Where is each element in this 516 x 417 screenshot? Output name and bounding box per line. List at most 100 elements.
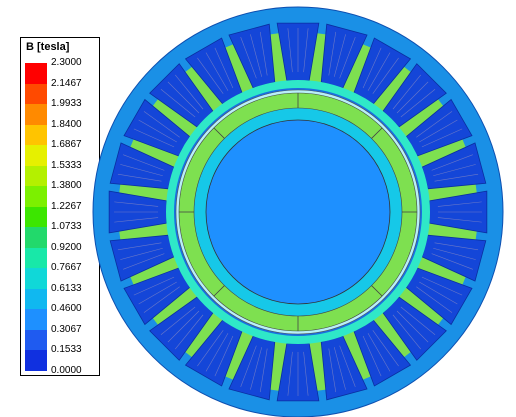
winding-line — [259, 31, 268, 76]
winding-line — [160, 306, 196, 335]
winding-line — [167, 81, 200, 114]
legend-swatch — [25, 227, 47, 248]
stator-tooth — [180, 63, 231, 120]
winding-line — [419, 119, 458, 143]
winding-line — [396, 81, 429, 114]
winding-line — [250, 34, 263, 77]
winding-line — [434, 173, 479, 182]
legend-tick-label: 1.5333 — [51, 159, 82, 171]
winding-line — [396, 310, 429, 343]
legend-tick-label: 1.8400 — [51, 118, 82, 130]
stator-tooth — [365, 63, 416, 120]
legend-swatch — [25, 247, 47, 268]
stator-tooth — [409, 250, 468, 290]
magnet-divider — [213, 285, 225, 297]
legend-swatch — [25, 165, 47, 186]
winding-line — [117, 242, 162, 251]
winding-line — [433, 247, 476, 260]
winding-line — [287, 351, 293, 396]
winding-line — [205, 52, 229, 91]
legend-tick-label: 1.6867 — [51, 139, 82, 150]
legend-swatch — [25, 350, 47, 371]
winding-line — [431, 154, 473, 171]
legend-tick-label: 0.9200 — [51, 241, 82, 253]
rotor-core — [205, 119, 391, 305]
winding-line — [120, 247, 163, 260]
winding-line — [333, 347, 346, 390]
field-legend: B [tesla] 2.3000 2.1467 1.9933 1.8400 1.6867… — [20, 37, 100, 376]
winding-line — [167, 310, 200, 343]
magnet-divider — [371, 285, 383, 297]
winding-line — [138, 281, 177, 305]
stator-tooth — [180, 304, 231, 361]
stator-tooth — [149, 279, 206, 330]
stator-tooth — [409, 134, 468, 174]
winding-line — [433, 164, 476, 177]
winding-line — [160, 89, 196, 118]
stator-tooth — [336, 42, 376, 101]
stator-tooth — [149, 94, 206, 145]
winding-line — [400, 89, 436, 118]
winding-line — [400, 306, 436, 335]
legend-swatch — [25, 329, 47, 350]
legend-tick-label: 1.9933 — [51, 98, 82, 109]
winding-line — [240, 345, 257, 387]
legend-swatch — [25, 63, 47, 84]
legend-swatch — [25, 206, 47, 227]
winding-line — [421, 276, 463, 296]
winding-line — [362, 47, 382, 89]
winding-line — [123, 253, 165, 270]
legend-swatch — [25, 124, 47, 145]
legend-swatch — [25, 186, 47, 207]
legend-tick-label: 0.3067 — [51, 323, 82, 335]
winding-line — [437, 217, 482, 223]
stator-tooth — [220, 42, 260, 101]
legend-tick-label: 0.0000 — [51, 364, 82, 376]
winding-line — [114, 201, 159, 207]
legend-swatch — [25, 83, 47, 104]
winding-line — [392, 314, 421, 350]
legend-tick-label: 1.3800 — [51, 180, 82, 191]
winding-line — [205, 333, 229, 372]
winding-line — [197, 330, 224, 367]
legend-tick-label: 0.7667 — [51, 262, 82, 273]
stator-tooth — [365, 304, 416, 361]
stator-tooth — [390, 94, 447, 145]
legend-tick-label: 1.2267 — [51, 200, 82, 212]
winding-line — [303, 351, 309, 396]
winding-line — [197, 57, 224, 94]
winding-line — [339, 37, 356, 79]
stator-tooth — [128, 250, 187, 290]
winding-line — [328, 348, 337, 393]
tooth-tip-ring — [166, 80, 430, 344]
winding-line — [421, 128, 463, 148]
winding-line — [339, 345, 356, 387]
stator-tooth — [220, 323, 260, 382]
legend-tick-label: 0.1533 — [51, 344, 82, 355]
winding-line — [214, 335, 234, 377]
winding-line — [240, 37, 257, 79]
magnet-divider — [213, 127, 225, 139]
legend-swatch — [25, 104, 47, 125]
legend-tick-label: 2.3000 — [51, 57, 82, 68]
winding-line — [416, 111, 453, 138]
winding-line — [287, 28, 293, 73]
legend-swatch — [25, 145, 47, 166]
legend-colorbar — [25, 63, 47, 371]
winding-line — [123, 154, 165, 171]
winding-line — [120, 164, 163, 177]
legend-swatch — [25, 309, 47, 330]
legend-swatch — [25, 288, 47, 309]
winding-line — [416, 286, 453, 313]
winding-line — [431, 253, 473, 270]
winding-line — [114, 217, 159, 223]
winding-line — [303, 28, 309, 73]
winding-line — [214, 47, 234, 89]
winding-line — [138, 119, 177, 143]
winding-line — [175, 314, 204, 350]
winding-line — [250, 347, 263, 390]
winding-line — [362, 335, 382, 377]
stator-tooth — [336, 323, 376, 382]
legend-tick-label: 0.6133 — [51, 282, 82, 294]
